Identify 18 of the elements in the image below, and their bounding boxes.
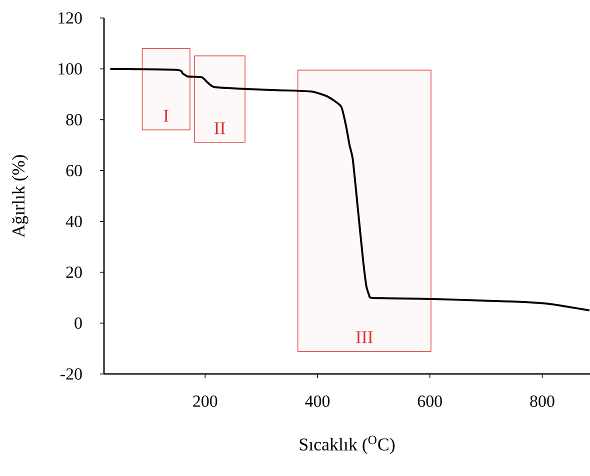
y-tick-label: 20 <box>66 266 82 278</box>
x-tick-label: 400 <box>305 396 330 407</box>
band-label: II <box>214 122 226 134</box>
y-tick-label: 80 <box>66 114 82 126</box>
band-label: I <box>164 110 168 122</box>
x-tick-label: 800 <box>530 396 554 407</box>
y-tick-label: 120 <box>58 12 82 24</box>
y-tick-label: 60 <box>66 164 82 176</box>
y-tick-label: 100 <box>58 63 82 75</box>
x-tick-label: 200 <box>193 396 218 407</box>
band-label: III <box>356 331 373 344</box>
x-axis-title: Sıcaklık ($^{O}$C) <box>300 436 395 454</box>
y-tick-label: 0 <box>74 317 82 329</box>
y-tick-label: 40 <box>66 216 82 228</box>
line-series <box>109 68 590 312</box>
y-tick-label: -20 <box>60 368 82 380</box>
x-tick-label: 600 <box>418 396 442 407</box>
y-axis-title: Ağırlık (%) <box>12 155 28 238</box>
